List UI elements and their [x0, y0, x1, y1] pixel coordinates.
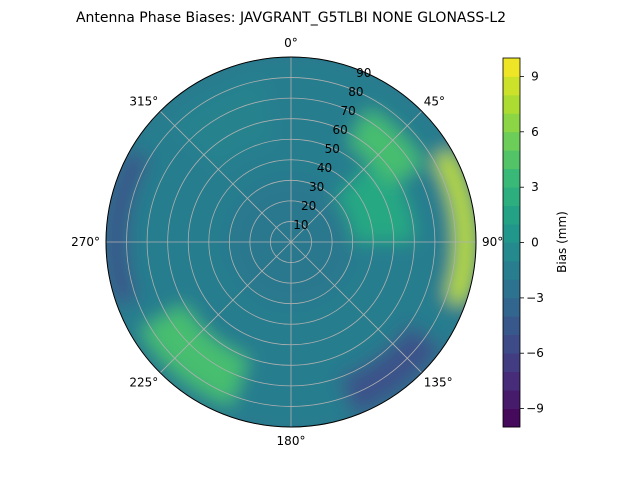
zenith-label-40: 40: [317, 161, 332, 175]
colorbar-tick-label: −9: [526, 402, 544, 416]
colorbar-tick-label: −3: [526, 291, 544, 305]
colorbar-band-0: [503, 408, 520, 428]
colorbar-band-2: [503, 371, 520, 391]
colorbar: −9 −6 −3 0 3 6 9 Bias (mm): [502, 57, 569, 428]
colorbar-band-16: [503, 113, 520, 133]
azimuth-label-0: 0°: [284, 36, 298, 50]
azimuth-label-135: 135°: [424, 376, 453, 390]
colorbar-band-6: [503, 297, 520, 317]
colorbar-band-14: [503, 150, 520, 170]
polar-frame: [105, 56, 477, 428]
polar-plot: 0° 45° 90° 135° 180° 225° 270° 315° 10 20 30 40 50 6…: [71, 36, 503, 448]
bias-region-5: [106, 149, 149, 306]
colorbar-band-4: [503, 334, 520, 354]
azimuth-spoke-135: [290, 241, 423, 374]
polar-grid: [105, 56, 477, 428]
azimuth-spoke-45: [290, 110, 423, 243]
colorbar-tick-label: 3: [531, 180, 539, 194]
colorbar-band-19: [503, 58, 520, 77]
colorbar-tick-label: −6: [526, 346, 544, 360]
azimuth-label-90: 90°: [482, 235, 503, 249]
colorbar-band-1: [503, 390, 520, 409]
colorbar-band-13: [503, 168, 520, 188]
zenith-label-20: 20: [301, 199, 316, 213]
zenith-label-70: 70: [340, 104, 355, 118]
zenith-label-90: 90: [356, 66, 371, 80]
zenith-label-30: 30: [309, 180, 324, 194]
colorbar-band-5: [503, 316, 520, 336]
colorbar-tick-label: 6: [531, 125, 539, 139]
bias-region-7: [174, 80, 274, 170]
colorbar-band-7: [503, 279, 520, 299]
azimuth-label-315: 315°: [129, 94, 158, 108]
azimuth-label-225: 225°: [129, 376, 158, 390]
zenith-label-60: 60: [333, 123, 348, 137]
colorbar-tick-label: 0: [531, 236, 539, 250]
zenith-label-10: 10: [293, 218, 308, 232]
azimuth-label-180: 180°: [277, 434, 306, 448]
colorbar-tick-label: 9: [531, 69, 539, 83]
colorbar-band-17: [503, 94, 520, 114]
colorbar-band-18: [503, 76, 520, 96]
colorbar-band-12: [503, 187, 520, 206]
zenith-label-80: 80: [348, 85, 363, 99]
colorbar-label: Bias (mm): [555, 211, 569, 273]
colorbar-band-15: [503, 131, 520, 151]
azimuth-spoke-225: [159, 241, 292, 374]
zenith-label-50: 50: [325, 142, 340, 156]
azimuth-spoke-315: [159, 110, 292, 243]
azimuth-label-270: 270°: [71, 235, 100, 249]
azimuth-label-45: 45°: [424, 94, 445, 108]
colorbar-band-11: [503, 205, 520, 225]
bias-region-3: [433, 149, 476, 306]
colorbar-band-9: [503, 242, 520, 262]
colorbar-band-10: [503, 224, 520, 243]
colorbar-band-8: [503, 260, 520, 280]
bias-region-4: [139, 303, 249, 407]
chart-title: Antenna Phase Biases: JAVGRANT_G5TLBI NO…: [76, 10, 506, 26]
colorbar-band-3: [503, 353, 520, 373]
